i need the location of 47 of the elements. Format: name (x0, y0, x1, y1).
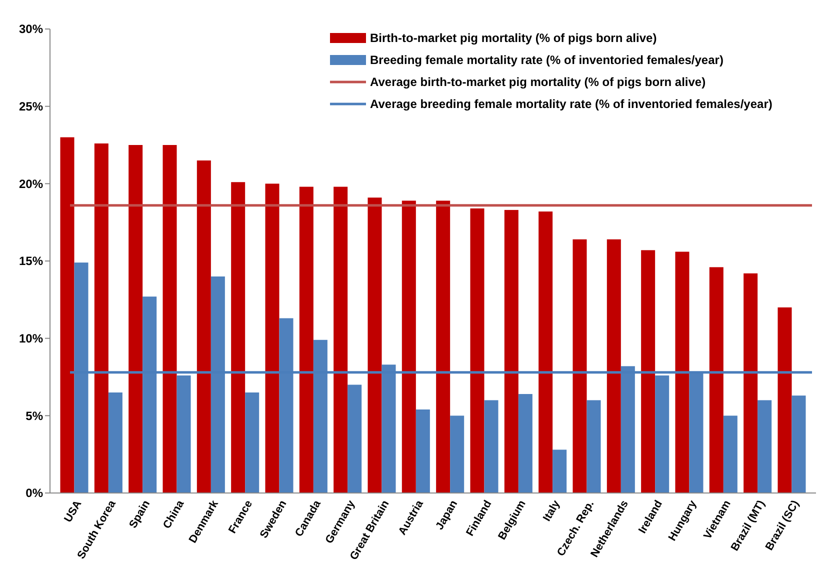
bar (176, 375, 191, 493)
bar (402, 200, 416, 493)
bar (334, 186, 348, 493)
bar (744, 273, 758, 493)
bar (94, 143, 108, 493)
bar (518, 394, 532, 493)
bar (792, 396, 806, 493)
bar (245, 392, 260, 493)
bar (265, 184, 280, 493)
bar (538, 212, 553, 493)
bar (484, 400, 498, 493)
y-tick-label: 0% (26, 486, 44, 500)
y-tick-label: 15% (18, 254, 44, 268)
y-tick-label: 30% (18, 22, 44, 36)
bar (470, 208, 484, 493)
legend-label: Birth-to-market pig mortality (% of pigs born alive) (370, 31, 657, 46)
bar (552, 450, 567, 493)
bar (196, 160, 211, 493)
bar (758, 400, 772, 493)
bar (606, 239, 621, 493)
bar (108, 392, 122, 493)
bar (723, 416, 738, 493)
bar (128, 145, 143, 493)
bar (675, 252, 690, 493)
bar (572, 239, 587, 493)
bar (586, 400, 601, 493)
y-tick-label: 20% (18, 176, 44, 191)
legend-label: Breeding female mortality rate (% of inventoried females/year) (370, 53, 724, 68)
bar (368, 198, 382, 493)
bar (348, 384, 362, 493)
y-tick-label: 10% (18, 332, 44, 346)
bar (299, 186, 314, 493)
bar (641, 250, 656, 493)
bar (778, 307, 792, 493)
bar (231, 182, 246, 493)
bar (504, 210, 518, 493)
legend-label: Average breeding female mortality rate (% of inventoried females/year) (370, 97, 772, 112)
bar (709, 267, 724, 493)
y-tick-label: 25% (18, 100, 44, 114)
bar (655, 375, 670, 493)
bar (162, 145, 177, 493)
bar (416, 409, 430, 493)
bar (60, 137, 74, 493)
y-tick-label: 5% (26, 408, 44, 423)
bar (450, 416, 464, 493)
legend-label: Average birth-to-market pig mortality (% of pigs born alive) (370, 75, 706, 90)
bar (436, 200, 450, 493)
